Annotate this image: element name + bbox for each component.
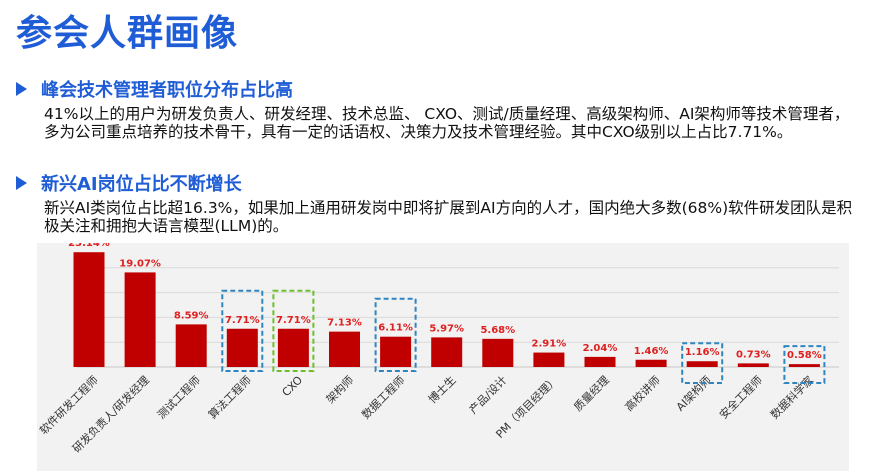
bar (788, 364, 820, 367)
bar (533, 352, 565, 367)
bar (635, 359, 667, 367)
page-title: 参会人群画像 (16, 13, 239, 54)
section-paragraph-ai-roles: 新兴AI类岗位占比超16.3%，如果加上通用研发岗中即将扩展到AI方向的人才，国… (44, 199, 853, 235)
highlight-box (681, 342, 724, 384)
bar-value-label: 5.97% (429, 323, 464, 334)
category-tick-label: 架构师 (323, 373, 356, 406)
bar-value-label: 8.59% (174, 310, 209, 321)
category-tick-label: 数据工程师 (359, 373, 408, 422)
category-tick-label: 高校讲师 (622, 373, 663, 414)
highlight-box (374, 297, 417, 373)
bar (737, 363, 769, 367)
section-paragraph-tech-managers: 41%以上的用户为研发负责人、研发经理、技术总监、 CXO、测试/质量经理、高级… (44, 105, 850, 141)
bar-value-label: 1.16% (685, 347, 720, 358)
bar-value-label: 7.71% (276, 315, 311, 326)
bar-value-label: 2.04% (583, 343, 618, 354)
section-heading-text: 峰会技术管理者职位分布占比高 (41, 80, 293, 101)
bar (277, 328, 309, 367)
triangle-bullet-icon (16, 82, 27, 96)
bar (73, 252, 105, 367)
bar-value-label: 0.73% (736, 349, 771, 360)
section-heading-ai-roles: 新兴AI岗位占比不断增长 (16, 170, 242, 196)
category-tick-label: 博士生 (425, 373, 458, 406)
bar (686, 361, 718, 367)
bar (431, 337, 463, 367)
bar (226, 328, 258, 367)
bar (482, 338, 514, 367)
triangle-bullet-icon (16, 176, 27, 190)
highlight-box (272, 289, 315, 372)
highlight-box (221, 289, 264, 372)
section-heading-tech-managers: 峰会技术管理者职位分布占比高 (16, 76, 293, 102)
category-tick-label: 算法工程师 (205, 373, 254, 422)
section-heading-text: 新兴AI岗位占比不断增长 (41, 174, 242, 195)
bar (584, 356, 616, 367)
bar-value-label: 0.58% (787, 350, 822, 361)
bar (175, 324, 207, 367)
category-tick-label: AI架构师 (673, 373, 714, 414)
bar-value-label: 2.91% (532, 339, 567, 350)
bar (380, 336, 412, 367)
category-tick-label: 数据科学家 (767, 373, 816, 422)
category-tick-label: CXO (280, 373, 306, 399)
highlight-box (783, 345, 826, 384)
bar-value-label: 1.46% (634, 346, 669, 357)
bar (329, 331, 360, 367)
bar (124, 272, 156, 367)
bar-value-label: 6.11% (378, 323, 413, 334)
bar-value-label: 5.68% (480, 325, 515, 336)
bar-value-label: 7.13% (327, 318, 362, 329)
category-tick-label: 产品/设计 (466, 373, 510, 417)
bar-value-label: 7.71% (225, 315, 260, 326)
bar-value-label: 19.07% (119, 258, 161, 269)
bar-value-label: 23.14% (68, 243, 110, 249)
bar-chart: 23.14%软件研发工程师19.07%研发负责人/研发经理8.59%测试工程师7… (37, 243, 839, 455)
category-tick-label: 测试工程师 (155, 374, 203, 422)
chart-panel: 23.14% 软件研发工程师 19.07% 研发负责人/研发经理 8.59% 测试工程师 7… (37, 243, 849, 471)
category-tick-label: 安全工程师 (716, 373, 765, 422)
category-tick-label: 质量经理 (571, 374, 611, 414)
